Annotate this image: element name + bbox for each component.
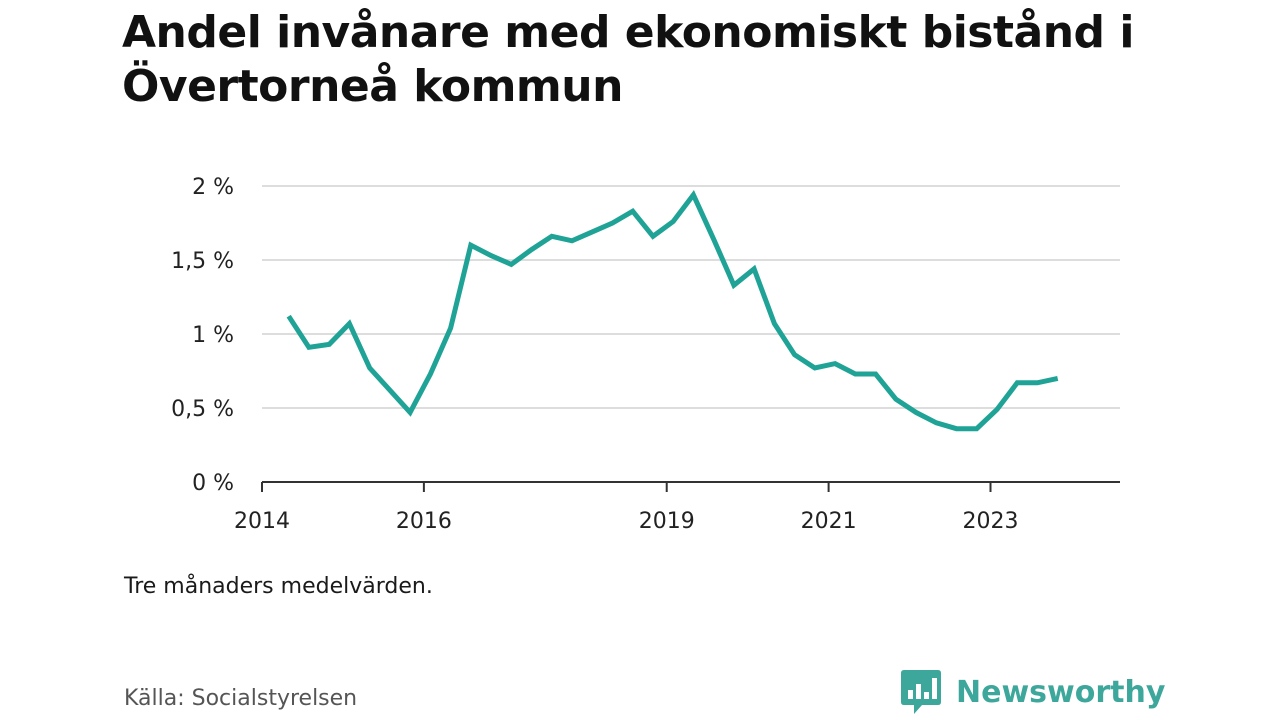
x-tick-label: 2014 xyxy=(234,509,290,534)
x-axis: 2014 2016 2019 2021 2023 xyxy=(234,481,1120,534)
line-chart: 0 % 0,5 % 1 % 1,5 % 2 % 2014 2016 2019 2021 2023 xyxy=(171,175,1120,534)
y-tick-label: 1,5 % xyxy=(171,249,234,274)
chart-title: Andel invånare med ekonomiskt bistånd i … xyxy=(122,7,1134,112)
brand-logo: Newsworthy xyxy=(900,668,1165,716)
brand-name: Newsworthy xyxy=(956,674,1166,710)
chart-note: Tre månaders medelvärden. xyxy=(124,574,433,599)
x-tick-label: 2023 xyxy=(962,509,1018,534)
gridlines xyxy=(262,185,1120,409)
y-tick-label: 1 % xyxy=(192,323,234,348)
x-tick-label: 2016 xyxy=(396,509,452,534)
y-tick-label: 0 % xyxy=(192,471,234,496)
x-tick-label: 2019 xyxy=(639,509,695,534)
chat-bar-chart-icon xyxy=(901,670,941,714)
series-line xyxy=(286,190,1059,432)
y-axis: 0 % 0,5 % 1 % 1,5 % 2 % xyxy=(171,175,234,496)
x-tick-label: 2021 xyxy=(801,509,857,534)
series-lines xyxy=(286,190,1059,432)
source-text: Källa: Socialstyrelsen xyxy=(124,686,358,711)
y-tick-label: 0,5 % xyxy=(171,397,234,422)
y-tick-label: 2 % xyxy=(192,175,234,200)
